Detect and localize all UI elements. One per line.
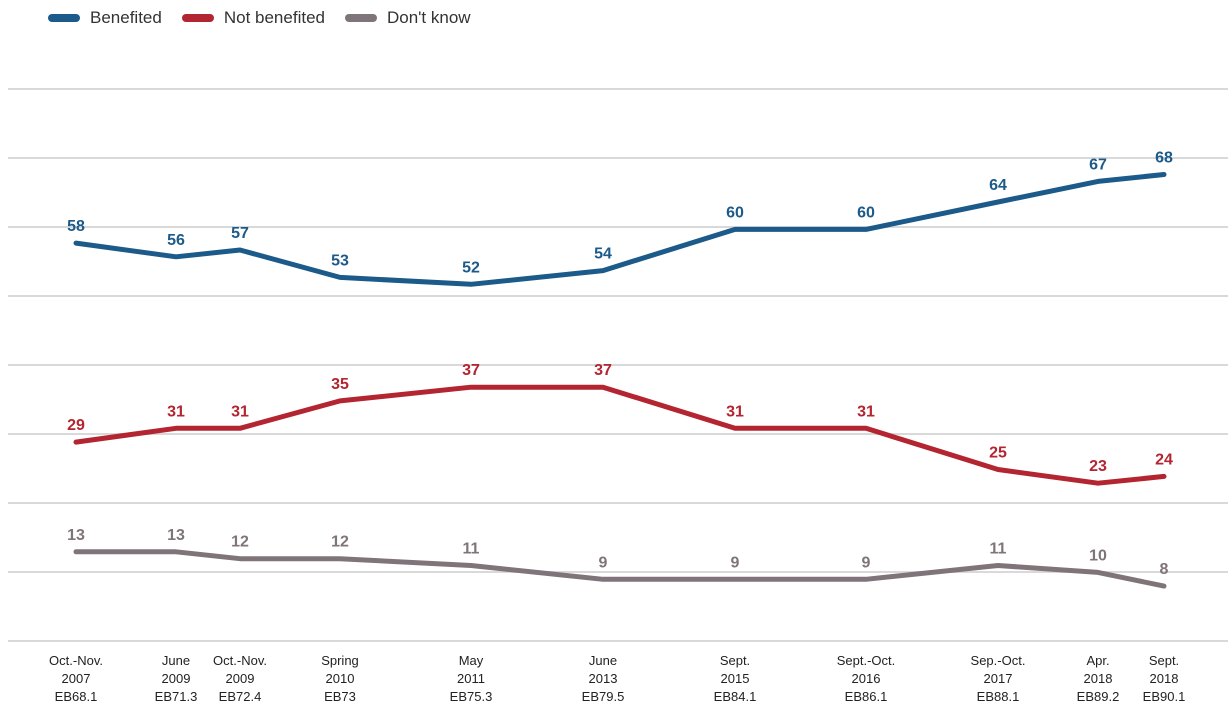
data-label-don-t-know: 10 xyxy=(1089,547,1107,564)
data-label-benefited: 60 xyxy=(857,204,875,221)
data-label-not-benefited: 25 xyxy=(989,445,1007,462)
data-label-don-t-know: 11 xyxy=(990,541,1007,558)
data-label-benefited: 52 xyxy=(462,259,480,276)
data-label-don-t-know: 9 xyxy=(731,554,740,571)
legend-label-not-benefited: Not benefited xyxy=(223,8,325,27)
data-label-not-benefited: 23 xyxy=(1089,458,1107,475)
data-label-don-t-know: 12 xyxy=(331,534,349,551)
data-label-don-t-know: 9 xyxy=(862,554,871,571)
data-label-benefited: 53 xyxy=(331,252,349,269)
x-tick-label: Sep.-Oct. 2017 EB88.1 xyxy=(971,653,1026,704)
legend-item-benefited: Benefited xyxy=(48,8,162,28)
data-label-don-t-know: 13 xyxy=(67,527,85,544)
x-tick-label: May 2011 EB75.3 xyxy=(450,653,493,704)
data-label-benefited: 54 xyxy=(594,246,612,263)
series-line-benefited xyxy=(73,172,1167,287)
legend-swatch-benefited xyxy=(48,14,80,22)
data-label-not-benefited: 37 xyxy=(462,362,480,379)
x-tick-label: Spring 2010 EB73 xyxy=(321,653,359,704)
legend-label-benefited: Benefited xyxy=(90,8,162,27)
data-label-not-benefited: 24 xyxy=(1155,451,1173,468)
data-label-benefited: 57 xyxy=(231,225,249,242)
x-tick-label: Oct.-Nov. 2007 EB68.1 xyxy=(49,653,103,704)
legend-label-don-t-know: Don't know xyxy=(386,8,471,27)
data-label-don-t-know: 12 xyxy=(231,534,249,551)
series-line-not-benefited xyxy=(73,384,1167,486)
x-tick-label: June 2009 EB71.3 xyxy=(155,653,198,704)
data-label-don-t-know: 13 xyxy=(167,527,185,544)
x-tick-label: Sept. 2018 EB90.1 xyxy=(1143,653,1186,704)
data-label-not-benefited: 31 xyxy=(726,403,744,420)
x-tick-label: Apr. 2018 EB89.2 xyxy=(1077,653,1120,704)
legend-swatch-don-t-know xyxy=(344,14,377,22)
legend-item-not-benefited: Not benefited xyxy=(181,8,325,28)
data-label-don-t-know: 8 xyxy=(1160,561,1169,578)
data-label-not-benefited: 35 xyxy=(331,376,349,393)
data-label-benefited: 58 xyxy=(67,218,85,235)
x-tick-label: June 2013 EB79.5 xyxy=(582,653,625,704)
series-line-don-t-know xyxy=(73,549,1167,589)
data-label-benefited: 67 xyxy=(1089,156,1107,173)
data-label-not-benefited: 37 xyxy=(594,362,612,379)
data-label-benefited: 56 xyxy=(167,232,185,249)
x-tick-label: Sept. 2015 EB84.1 xyxy=(714,653,757,704)
legend: Benefited Not benefited Don't know xyxy=(48,8,471,28)
legend-item-don-t-know: Don't know xyxy=(344,8,471,28)
data-label-not-benefited: 31 xyxy=(167,403,185,420)
data-label-not-benefited: 31 xyxy=(231,403,249,420)
x-tick-label: Sept.-Oct. 2016 EB86.1 xyxy=(837,653,896,704)
data-label-don-t-know: 9 xyxy=(599,554,608,571)
data-label-not-benefited: 29 xyxy=(67,417,85,434)
data-label-benefited: 68 xyxy=(1155,150,1173,167)
data-label-don-t-know: 11 xyxy=(463,541,480,558)
legend-swatch-not-benefited xyxy=(181,14,214,22)
x-tick-label: Oct.-Nov. 2009 EB72.4 xyxy=(213,653,267,704)
data-label-benefited: 64 xyxy=(989,177,1007,194)
data-label-benefited: 60 xyxy=(726,204,744,221)
data-label-not-benefited: 31 xyxy=(857,403,875,420)
